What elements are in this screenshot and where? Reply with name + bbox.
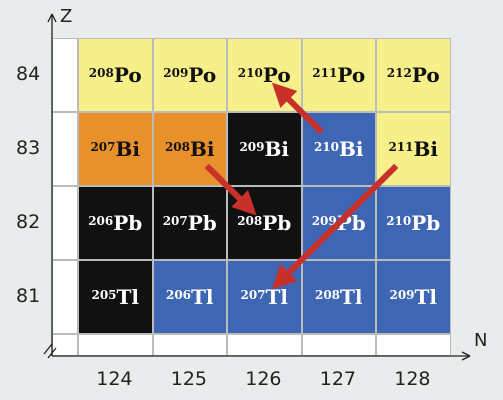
- z-label: 84: [16, 63, 41, 85]
- mass-number: 207: [240, 288, 266, 302]
- z-axis-letter: Z: [60, 6, 73, 27]
- decay-arrow: [271, 163, 399, 290]
- n-axis-arrowhead: [461, 351, 471, 357]
- mass-number: 206: [165, 288, 192, 302]
- n-label: 127: [319, 368, 357, 390]
- element-symbol: Tl: [191, 285, 214, 309]
- mass-number: 208: [314, 288, 341, 302]
- nuclide-cell: 210 Pb: [376, 186, 451, 260]
- element-symbol: Tl: [265, 285, 289, 309]
- element-symbol: Bi: [413, 137, 439, 161]
- mass-number: 210: [237, 66, 263, 80]
- nuclide-cell: 206 Pb: [78, 186, 153, 260]
- element-symbol: Tl: [116, 285, 140, 309]
- mass-number: 212: [386, 66, 412, 80]
- empty-cell: [52, 186, 78, 260]
- mass-number: 209: [163, 66, 189, 80]
- nuclide-cell: 208 Po: [78, 38, 153, 112]
- element-symbol: Tl: [340, 285, 363, 309]
- mass-number: 206: [88, 214, 114, 228]
- mass-number: 210: [386, 214, 412, 228]
- element-symbol: Po: [188, 63, 217, 87]
- mass-number: 209: [311, 214, 337, 228]
- mass-number: 211: [312, 66, 338, 80]
- n-label: 125: [170, 368, 208, 390]
- element-symbol: Pb: [262, 211, 292, 235]
- mass-number: 209: [389, 288, 415, 302]
- element-symbol: Po: [337, 63, 366, 87]
- element-symbol: Pb: [187, 211, 217, 235]
- element-symbol: Bi: [190, 137, 215, 161]
- z-axis-arrowhead: [51, 13, 57, 23]
- n-axis-letter: N: [474, 330, 488, 351]
- z-label: 81: [16, 285, 41, 307]
- n-label: 126: [245, 368, 282, 390]
- nuclide-cell: 207 Pb: [152, 186, 227, 260]
- axis-break-mark: [43, 343, 53, 355]
- mass-number: 209: [239, 140, 265, 154]
- decay-arrow: [204, 163, 257, 216]
- nuclide-cell: 208 Tl: [301, 260, 376, 334]
- nuclide-cell: 209 Po: [152, 38, 227, 112]
- decay-arrows: [204, 82, 399, 290]
- nuclide-cell: 209 Bi: [227, 112, 302, 186]
- element-symbol: Pb: [113, 211, 143, 235]
- mass-number: 208: [164, 140, 191, 154]
- axis-lines: [43, 13, 471, 361]
- mass-number: 211: [388, 140, 414, 154]
- element-symbol: Bi: [339, 137, 364, 161]
- element-symbol: Bi: [115, 137, 141, 161]
- element-symbol: Pb: [411, 211, 441, 235]
- z-axis-arrowhead: [47, 13, 53, 23]
- nuclide-cell: 206 Tl: [152, 260, 227, 334]
- mass-number: 208: [88, 66, 114, 80]
- nuclide-cell: 209 Tl: [376, 260, 451, 334]
- empty-cell: [52, 260, 78, 334]
- nuclide-cell: 211 Po: [301, 38, 376, 112]
- n-label: 128: [394, 368, 431, 390]
- mass-number: 208: [237, 214, 263, 228]
- element-symbol: Po: [113, 63, 142, 87]
- mass-number: 207: [162, 214, 188, 228]
- empty-cell: [52, 38, 78, 112]
- mass-number: 205: [91, 288, 117, 302]
- mass-number: 207: [90, 140, 116, 154]
- mass-number: 210: [313, 140, 340, 154]
- z-label: 82: [16, 211, 41, 233]
- nuclide-cell: 212 Po: [376, 38, 451, 112]
- n-label: 124: [96, 368, 133, 390]
- element-symbol: Tl: [414, 285, 438, 309]
- n-axis-arrowhead: [461, 355, 471, 361]
- decay-arrow: [271, 82, 324, 135]
- z-label: 83: [16, 137, 41, 159]
- element-symbol: Po: [411, 63, 440, 87]
- nuclide-cell: 207 Bi: [78, 112, 153, 186]
- axis-break-mark: [47, 347, 57, 359]
- element-symbol: Bi: [264, 137, 290, 161]
- nuclide-cell: 205 Tl: [78, 260, 153, 334]
